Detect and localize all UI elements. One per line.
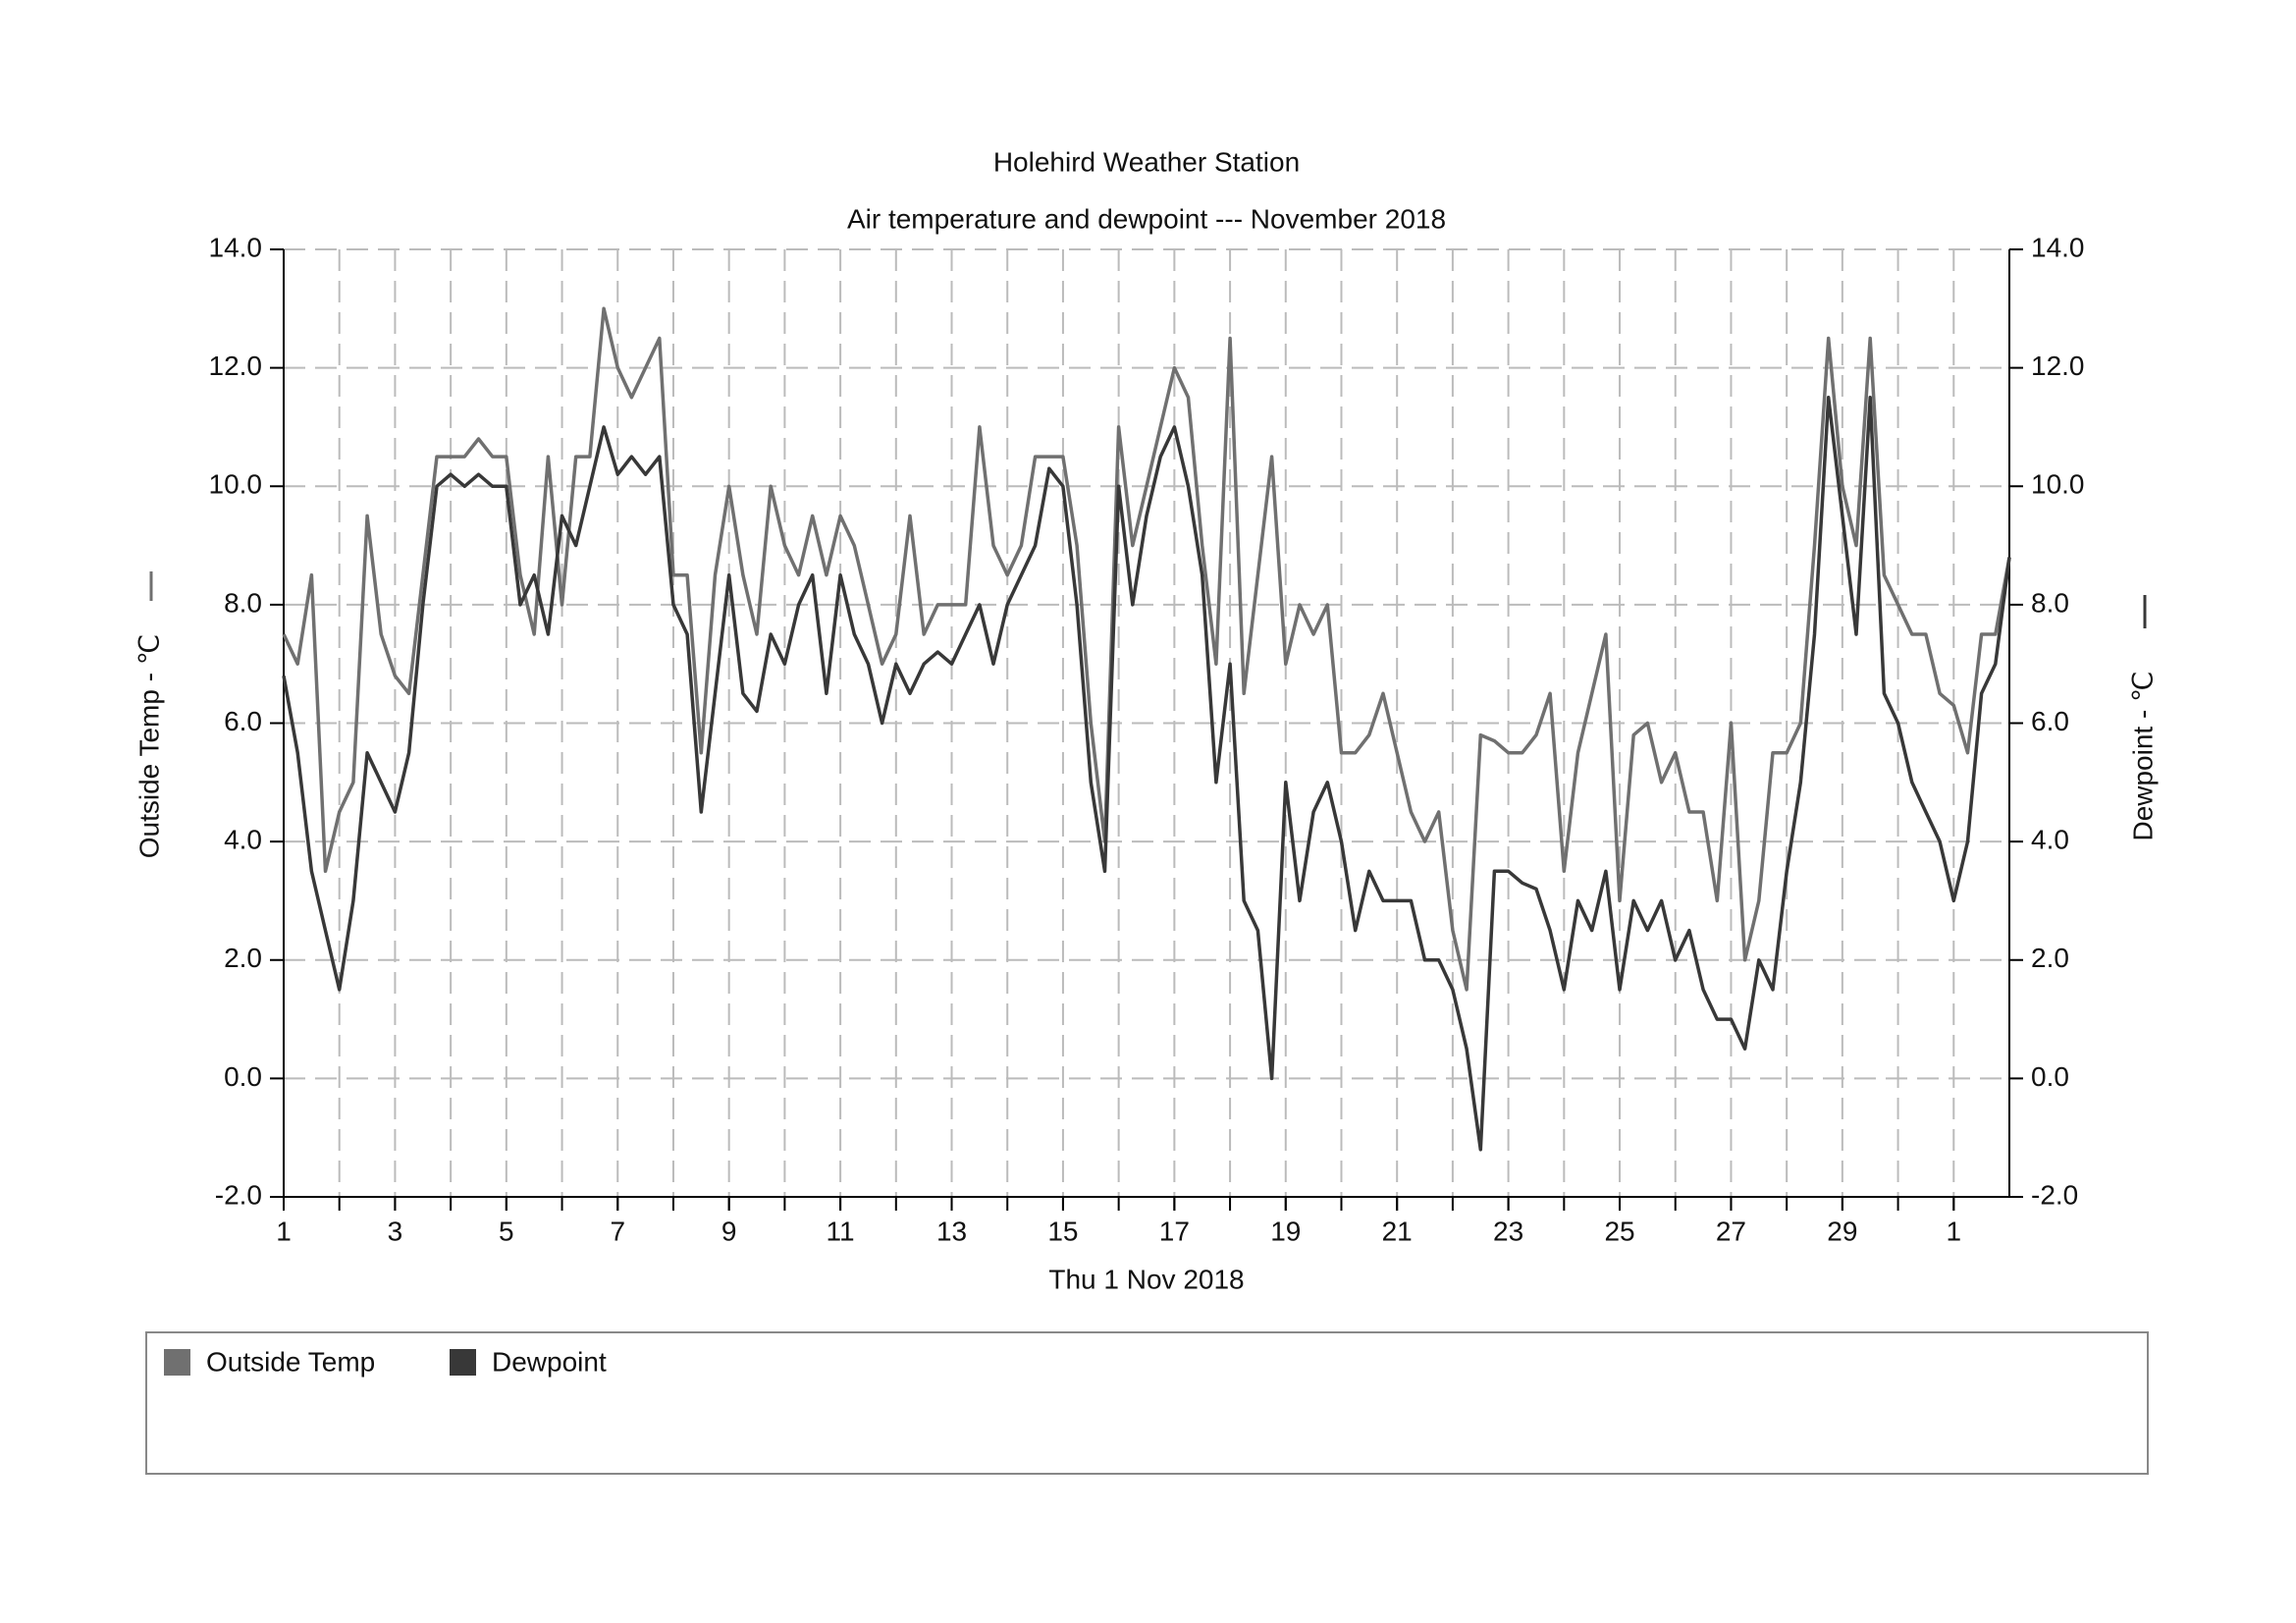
legend-swatch: [450, 1349, 476, 1376]
y-tick-label: -2.0: [215, 1179, 262, 1210]
x-tick-label: 3: [388, 1216, 403, 1246]
y2-tick-label: 8.0: [2031, 587, 2069, 618]
x-tick-label: 15: [1047, 1216, 1078, 1246]
legend-label: Dewpoint: [492, 1346, 607, 1377]
chart-subtitle: Air temperature and dewpoint --- Novembe…: [847, 203, 1446, 234]
series-line: [282, 306, 2011, 992]
y-tick-label: 0.0: [224, 1061, 262, 1092]
x-tick-label: 25: [1604, 1216, 1634, 1246]
x-tick-label: 11: [827, 1216, 855, 1246]
legend-label: Outside Temp: [206, 1346, 375, 1377]
x-tick-label: 7: [610, 1216, 625, 1246]
legend-swatch: [164, 1349, 190, 1376]
x-tick-label: 27: [1716, 1216, 1746, 1246]
chart-title: Holehird Weather Station: [993, 146, 1300, 177]
series-line: [282, 396, 2011, 1152]
x-tick-label: 9: [721, 1216, 737, 1246]
y-tick-label: 4.0: [224, 825, 262, 855]
y-tick-label: 2.0: [224, 943, 262, 973]
x-axis-label: Thu 1 Nov 2018: [1048, 1264, 1244, 1294]
x-tick-label: 1: [276, 1216, 292, 1246]
y-tick-label: 10.0: [209, 469, 263, 500]
y2-tick-label: 6.0: [2031, 706, 2069, 736]
x-tick-label: 1: [1947, 1216, 1962, 1246]
y2-tick-label: 0.0: [2031, 1061, 2069, 1092]
x-tick-label: 23: [1493, 1216, 1523, 1246]
x-tick-label: 5: [499, 1216, 514, 1246]
y2-tick-label: 12.0: [2031, 351, 2085, 381]
y2-tick-label: 10.0: [2031, 469, 2085, 500]
legend-box: [145, 1331, 2149, 1475]
y-axis-label: Outside Temp - ℃: [133, 634, 164, 859]
y2-tick-label: -2.0: [2031, 1179, 2078, 1210]
x-tick-label: 19: [1270, 1216, 1301, 1246]
y-tick-label: 14.0: [209, 232, 263, 262]
x-tick-label: 21: [1382, 1216, 1413, 1246]
y-tick-label: 6.0: [224, 706, 262, 736]
y2-axis-label: Dewpoint - ℃: [2127, 671, 2158, 840]
x-tick-label: 29: [1827, 1216, 1857, 1246]
y-tick-label: 12.0: [209, 351, 263, 381]
y-tick-label: 8.0: [224, 587, 262, 618]
y2-tick-label: 14.0: [2031, 232, 2085, 262]
y2-tick-label: 2.0: [2031, 943, 2069, 973]
x-tick-label: 13: [936, 1216, 967, 1246]
y2-tick-label: 4.0: [2031, 825, 2069, 855]
x-tick-label: 17: [1159, 1216, 1190, 1246]
